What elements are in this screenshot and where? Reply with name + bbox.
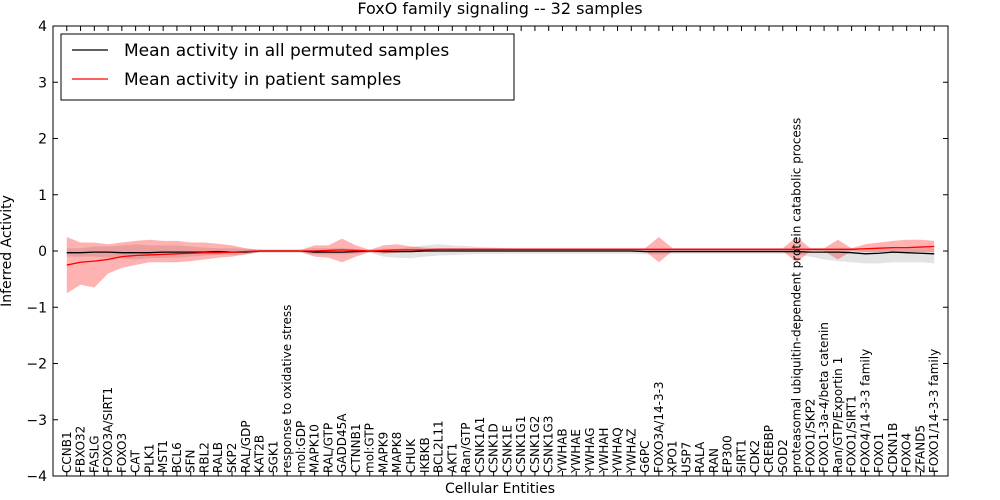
line-layer: [66, 245, 935, 266]
x-tick-label: RAN: [707, 448, 721, 473]
x-tick-label: YWHAB: [555, 428, 569, 474]
x-tick-label: YWHAG: [583, 427, 597, 474]
y-tick-label: 3: [38, 75, 47, 91]
x-axis-label: Cellular Entities: [445, 481, 555, 497]
x-tick-label: BCL6: [170, 442, 184, 473]
y-axis: −4 −3 −2 −1 0 1 2 3 4: [26, 19, 948, 485]
x-axis: CCNB1 FBXO32 FASLG FOXO3A/SIRT1 FOXO3 CAT PLK1…: [60, 26, 941, 476]
x-tick-label: CSNK1G1: [514, 416, 528, 473]
x-tick-label: RAL/GTP: [321, 423, 335, 473]
y-tick-label: −4: [26, 469, 47, 485]
y-tick-label: 4: [38, 19, 47, 35]
legend-box: [60, 33, 515, 101]
x-tick-label: CHUK: [404, 438, 418, 473]
x-tick-label: proteasomal ubiquitin-dependent protein …: [790, 118, 804, 473]
x-tick-label: CCNB1: [60, 431, 74, 473]
y-tick-label: 2: [38, 132, 47, 148]
x-tick-label: SGK1: [266, 441, 280, 473]
x-tick-label: PLK1: [142, 444, 156, 473]
x-tick-label: GADD45A: [335, 413, 349, 473]
x-tick-label: FOXO3: [115, 433, 129, 473]
x-tick-label: FASLG: [87, 435, 101, 473]
band-layer: [66, 236, 935, 294]
x-tick-label: SFN: [184, 450, 198, 474]
x-tick-label: CSNK1D: [487, 423, 501, 473]
x-tick-label: YWHAQ: [611, 427, 625, 474]
x-tick-label: CSNK1G3: [542, 416, 556, 473]
chart-title: FoxO family signaling -- 32 samples: [357, 0, 642, 18]
x-tick-label: FOXO3A/SIRT1: [101, 387, 115, 473]
band-patient: [66, 236, 935, 294]
x-tick-label: SKP2: [225, 443, 239, 473]
legend-label-permuted: Mean activity in all permuted samples: [124, 41, 449, 61]
x-tick-label: CREBBP: [762, 425, 776, 473]
x-tick-label: USP7: [679, 442, 693, 473]
x-tick-label: ZFAND5: [913, 425, 927, 473]
x-tick-label: Ran/GTP/Exportin 1: [831, 357, 845, 473]
x-tick-label: XPO1: [666, 440, 680, 473]
x-tick-label: CSNK1A1: [473, 417, 487, 473]
x-tick-label: Ran/GTP: [459, 422, 473, 473]
x-tick-label: RALA: [693, 441, 707, 473]
x-tick-label: FOXO1/SIRT1: [845, 395, 859, 473]
x-tick-label: AKT1: [445, 443, 459, 473]
y-tick-label: 1: [38, 188, 47, 204]
x-tick-label: MAPK9: [376, 432, 390, 473]
x-tick-label: FOXO3A/14-3-3: [652, 381, 666, 473]
x-tick-label: KAT2B: [253, 435, 267, 473]
x-tick-label: G6PC: [638, 440, 652, 473]
x-tick-label: RBL2: [197, 442, 211, 473]
x-tick-label: CDKN1B: [886, 423, 900, 473]
x-tick-label: CSNK1G2: [528, 416, 542, 473]
x-tick-label: YWHAH: [597, 428, 611, 474]
y-tick-label: 0: [38, 244, 47, 260]
legend-label-patient: Mean activity in patient samples: [124, 70, 401, 90]
x-tick-label: mol:GTP: [363, 423, 377, 473]
x-tick-label: MAPK8: [390, 432, 404, 473]
x-tick-label: MAPK10: [308, 424, 322, 473]
x-tick-label: IKBKB: [418, 437, 432, 473]
x-tick-label: CAT: [129, 449, 143, 473]
x-tick-label: mol:GDP: [294, 421, 308, 473]
x-tick-label: YWHAE: [569, 429, 583, 474]
series-line-permuted: [66, 250, 935, 255]
x-tick-label: CDK2: [748, 440, 762, 473]
x-tick-label: FBXO32: [74, 426, 88, 473]
x-tick-label: CTNNB1: [349, 423, 363, 473]
x-tick-label: response to oxidative stress: [280, 305, 294, 473]
x-tick-label: FOXO1/SKP2: [803, 398, 817, 473]
legend: Mean activity in all permuted samples Me…: [60, 33, 515, 101]
x-tick-label: RAL/GDP: [239, 420, 253, 473]
x-tick-label: FOXO4: [900, 433, 914, 473]
y-tick-label: −1: [26, 300, 47, 316]
y-axis-label: Inferred Activity: [0, 195, 15, 307]
series-line-patient: [66, 245, 935, 266]
x-tick-label: MST1: [156, 440, 170, 473]
x-tick-label: EP300: [721, 435, 735, 473]
x-tick-label: BCL2L11: [432, 420, 446, 473]
x-tick-label: CSNK1E: [500, 425, 514, 473]
x-tick-label: FOXO1-3a-4/beta catenin: [817, 322, 831, 473]
y-tick-label: −3: [26, 413, 47, 429]
x-tick-label: FOXO4/14-3-3 family: [858, 349, 872, 473]
x-tick-label: FOXO1: [872, 433, 886, 473]
x-tick-label: SOD2: [776, 439, 790, 473]
x-tick-label: FOXO1/14-3-3 family: [927, 349, 941, 473]
x-tick-label: YWHAZ: [624, 428, 638, 474]
x-tick-label: SIRT1: [734, 439, 748, 473]
x-tick-label: RALB: [211, 442, 225, 473]
y-tick-label: −2: [26, 357, 47, 373]
